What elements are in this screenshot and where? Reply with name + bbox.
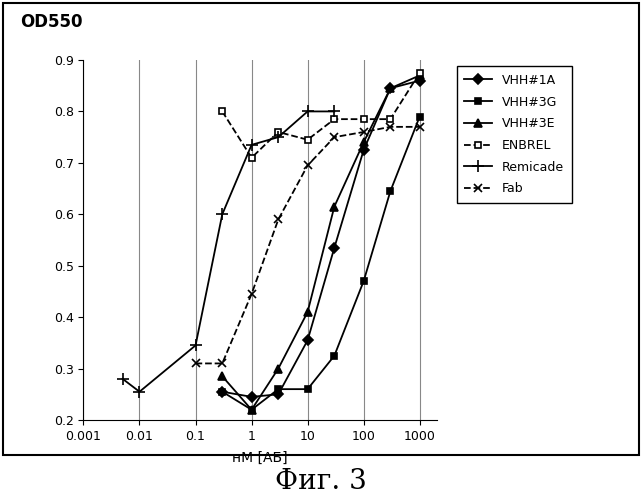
- VHH#1A: [218, 388, 226, 394]
- VHH#3E: [386, 86, 394, 91]
- VHH#1A: [386, 86, 394, 91]
- VHH#3E: [360, 140, 367, 145]
- VHH#3G: [304, 386, 311, 392]
- ENBREL: [304, 136, 311, 142]
- ENBREL: [218, 108, 226, 114]
- Remicade: [275, 134, 282, 140]
- Remicade: [248, 142, 256, 148]
- VHH#3G: [386, 188, 394, 194]
- VHH#1A: [331, 244, 338, 250]
- Line: ENBREL: ENBREL: [219, 70, 423, 161]
- VHH#3E: [331, 204, 338, 210]
- VHH#3G: [275, 386, 282, 392]
- Line: VHH#3E: VHH#3E: [218, 72, 424, 414]
- VHH#3G: [416, 114, 424, 119]
- ENBREL: [386, 116, 394, 122]
- Fab: [386, 124, 394, 130]
- Fab: [304, 162, 311, 168]
- Fab: [192, 360, 200, 366]
- Fab: [218, 360, 226, 366]
- Fab: [331, 134, 338, 140]
- Text: OD550: OD550: [20, 13, 82, 31]
- VHH#3G: [248, 406, 256, 412]
- Line: Remicade: Remicade: [117, 106, 340, 398]
- ENBREL: [360, 116, 367, 122]
- Remicade: [304, 108, 311, 114]
- VHH#1A: [275, 392, 282, 398]
- VHH#3E: [218, 374, 226, 380]
- Fab: [248, 291, 256, 297]
- Line: Fab: Fab: [191, 122, 424, 368]
- Remicade: [192, 342, 200, 348]
- VHH#1A: [304, 338, 311, 344]
- Fab: [275, 216, 282, 222]
- Remicade: [119, 376, 126, 382]
- Text: Фиг. 3: Фиг. 3: [275, 468, 367, 495]
- VHH#3E: [275, 366, 282, 372]
- ENBREL: [416, 70, 424, 76]
- VHH#3G: [360, 278, 367, 284]
- Remicade: [135, 388, 143, 394]
- ENBREL: [275, 129, 282, 135]
- Fab: [416, 124, 424, 130]
- VHH#1A: [360, 147, 367, 153]
- ENBREL: [331, 116, 338, 122]
- Legend: VHH#1A, VHH#3G, VHH#3E, ENBREL, Remicade, Fab: VHH#1A, VHH#3G, VHH#3E, ENBREL, Remicade…: [457, 66, 571, 203]
- Remicade: [218, 212, 226, 218]
- Line: VHH#1A: VHH#1A: [219, 77, 423, 400]
- VHH#1A: [248, 394, 256, 400]
- VHH#3E: [304, 309, 311, 315]
- VHH#1A: [416, 78, 424, 84]
- VHH#3E: [248, 406, 256, 412]
- X-axis label: нМ [АБ]: нМ [АБ]: [232, 451, 288, 465]
- Fab: [360, 129, 367, 135]
- ENBREL: [248, 154, 256, 160]
- Remicade: [331, 108, 338, 114]
- VHH#3E: [416, 72, 424, 78]
- VHH#3G: [218, 388, 226, 394]
- Line: VHH#3G: VHH#3G: [219, 113, 423, 413]
- VHH#3G: [331, 352, 338, 358]
